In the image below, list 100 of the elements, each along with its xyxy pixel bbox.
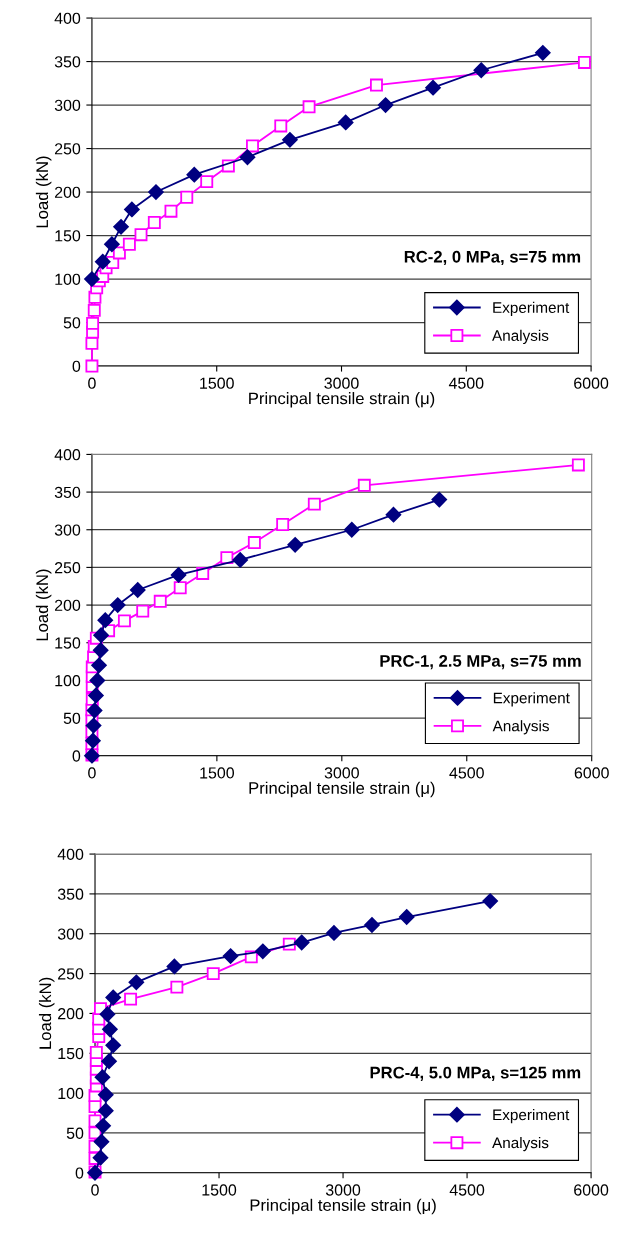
point: [99, 1006, 116, 1023]
x-tick-label: 1500: [200, 767, 235, 779]
point: [431, 491, 448, 508]
y-tick-label: 250: [54, 143, 81, 155]
point: [239, 149, 256, 166]
x-tick-label: 6000: [574, 767, 609, 779]
x-tick-label: 6000: [574, 377, 609, 389]
point: [86, 316, 100, 330]
y-tick-label: 0: [72, 750, 81, 762]
y-tick-label: 50: [66, 1127, 84, 1139]
point: [104, 236, 120, 253]
annotation: PRC-1, 2.5 MPa, s=75 mm: [380, 654, 581, 670]
x-tick-label: 3000: [324, 377, 359, 389]
y-tick-label: 300: [54, 524, 81, 536]
point: [326, 925, 342, 941]
annotation: PRC-4, 5.0 MPa, s=125 mm: [370, 1066, 581, 1081]
legend-label: Experiment: [493, 1108, 570, 1124]
point: [206, 967, 220, 981]
point: [97, 1086, 114, 1103]
point: [357, 478, 371, 492]
point: [170, 980, 184, 994]
point: [173, 581, 187, 595]
point: [287, 537, 303, 553]
point: [577, 55, 591, 69]
point: [166, 958, 183, 975]
point: [122, 237, 136, 251]
point: [85, 732, 101, 749]
point: [128, 974, 145, 991]
point: [200, 175, 214, 189]
y-tick-label: 150: [58, 1047, 84, 1060]
y-tick-label: 350: [54, 486, 81, 499]
point: [93, 1133, 110, 1150]
y-tick-label: 0: [72, 360, 81, 372]
x-axis-title: Principal tensile strain (μ): [249, 781, 435, 798]
point: [385, 506, 402, 523]
y-tick-label: 100: [55, 675, 81, 687]
point: [95, 1117, 111, 1134]
point: [91, 657, 107, 674]
y-tick-label: 300: [57, 928, 84, 940]
point: [105, 1037, 121, 1054]
point: [86, 702, 103, 719]
x-tick-label: 4500: [449, 1184, 485, 1196]
point: [302, 100, 316, 114]
y-tick-label: 150: [55, 230, 81, 242]
x-axis-title: Principal tensile strain (μ): [249, 392, 435, 408]
point: [84, 271, 100, 287]
x-tick-label: 0: [88, 767, 96, 779]
point: [136, 604, 150, 618]
point: [369, 78, 383, 92]
point: [232, 552, 248, 568]
point: [85, 717, 102, 734]
x-tick-label: 4500: [448, 377, 484, 389]
point: [94, 1069, 111, 1085]
point: [364, 917, 380, 933]
y-tick-label: 150: [55, 637, 81, 649]
y-axis-title: Load (kN): [35, 569, 52, 641]
y-tick-label: 100: [55, 273, 81, 285]
point: [482, 893, 498, 909]
y-axis-title: Load (kN): [35, 156, 52, 228]
point: [186, 166, 203, 183]
point: [220, 551, 234, 565]
y-tick-label: 200: [54, 186, 81, 198]
point: [97, 612, 114, 628]
point: [164, 204, 178, 218]
legend-label: Experiment: [493, 692, 570, 707]
point: [222, 948, 239, 964]
point: [255, 943, 271, 960]
x-tick-label: 4500: [449, 767, 484, 779]
point: [307, 497, 321, 511]
point: [398, 909, 415, 925]
point: [282, 132, 298, 148]
point: [571, 458, 585, 472]
point: [247, 536, 261, 550]
point: [170, 567, 187, 583]
point: [377, 97, 394, 113]
y-tick-label: 250: [54, 562, 81, 574]
point: [105, 989, 121, 1006]
x-axis-title: Principal tensile strain (μ): [250, 1198, 436, 1215]
point: [246, 139, 259, 153]
point: [337, 114, 354, 131]
point: [109, 597, 126, 613]
point: [85, 359, 99, 373]
point: [147, 216, 161, 229]
point: [124, 201, 140, 218]
point: [87, 303, 101, 317]
point: [101, 1053, 117, 1070]
x-tick-label: 0: [88, 377, 96, 389]
y-tick-label: 200: [58, 1008, 84, 1020]
y-tick-label: 200: [54, 599, 81, 612]
point: [129, 582, 146, 598]
x-tick-label: 6000: [574, 1184, 609, 1196]
y-tick-label: 250: [58, 968, 84, 980]
legend-label: Analysis: [492, 720, 549, 735]
point: [102, 1021, 118, 1038]
point: [473, 62, 490, 79]
x-tick-label: 0: [91, 1184, 99, 1196]
y-tick-label: 400: [54, 449, 81, 461]
point: [97, 1102, 114, 1119]
legend-label: Analysis: [492, 1136, 549, 1152]
point: [88, 687, 104, 704]
